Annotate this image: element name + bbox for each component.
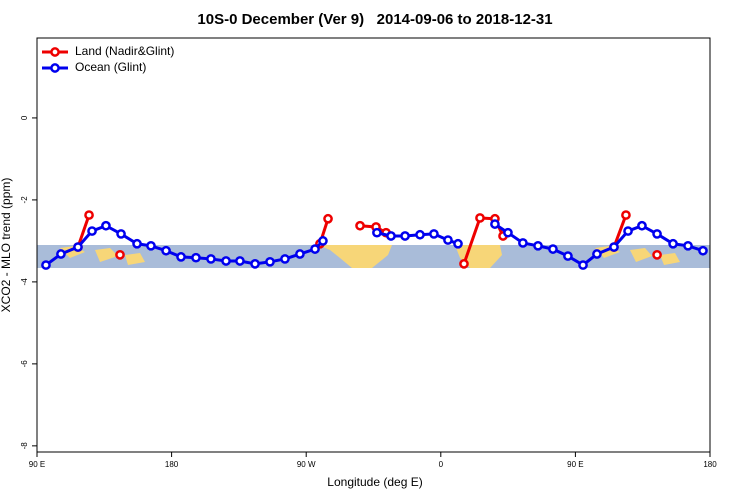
y-axis-label: XCO2 - MLO trend (ppm) (0, 178, 13, 313)
y-tick-label: -4 (20, 278, 29, 286)
point (683, 240, 693, 251)
point (280, 254, 290, 264)
plot-frame (36, 37, 711, 453)
point (548, 244, 558, 254)
point (84, 210, 94, 220)
point (429, 229, 439, 239)
x-tick-label: 90 E (567, 460, 583, 469)
point (415, 229, 425, 240)
point (176, 252, 186, 262)
point (161, 245, 171, 256)
legend-label: Ocean (Glint) (75, 60, 146, 74)
point (41, 260, 51, 270)
point (518, 238, 528, 248)
point (318, 236, 328, 246)
point (206, 254, 216, 264)
x-tick-label: 90 E (29, 460, 45, 469)
point (235, 256, 245, 266)
point (56, 249, 66, 259)
point (652, 249, 662, 260)
y-tick-label: -2 (20, 196, 29, 204)
point (503, 227, 513, 238)
point (621, 210, 631, 220)
point (668, 238, 678, 249)
point (115, 249, 125, 260)
legend-label: Land (Nadir&Glint) (75, 44, 174, 58)
point (490, 219, 500, 229)
x-tick-label: 0 (439, 460, 444, 469)
point (533, 240, 543, 251)
point (87, 226, 97, 236)
point (191, 252, 201, 263)
point (623, 226, 633, 236)
point (443, 235, 453, 245)
point (592, 249, 602, 259)
legend-marker (50, 63, 60, 73)
point (355, 220, 365, 231)
chart-title: 10S-0 December (Ver 9) 2014-09-06 to 201… (197, 11, 552, 28)
legend-marker (50, 47, 60, 57)
x-tick-label: 180 (165, 460, 179, 469)
y-tick-label: -8 (20, 442, 29, 450)
point (475, 213, 485, 223)
point (372, 227, 382, 238)
point (101, 220, 111, 231)
point (637, 220, 647, 231)
point (116, 229, 126, 239)
point (459, 259, 469, 269)
point (323, 213, 333, 224)
point (146, 240, 156, 251)
y-tick-label: 0 (20, 115, 29, 120)
point (400, 231, 410, 241)
point (578, 260, 588, 270)
point (73, 242, 83, 252)
point (221, 256, 231, 266)
point (265, 256, 275, 267)
point (453, 238, 463, 249)
point (609, 242, 619, 252)
point (652, 229, 662, 239)
x-tick-label: 90 W (297, 460, 316, 469)
point (250, 259, 260, 269)
x-tick-label: 180 (703, 460, 717, 469)
map-strip (37, 245, 710, 268)
x-axis-label: Longitude (deg E) (327, 475, 422, 489)
point (386, 231, 396, 241)
point (310, 244, 320, 254)
y-tick-label: -6 (20, 360, 29, 368)
point (563, 251, 573, 261)
point (295, 249, 305, 259)
point (698, 245, 708, 256)
point (132, 238, 142, 249)
